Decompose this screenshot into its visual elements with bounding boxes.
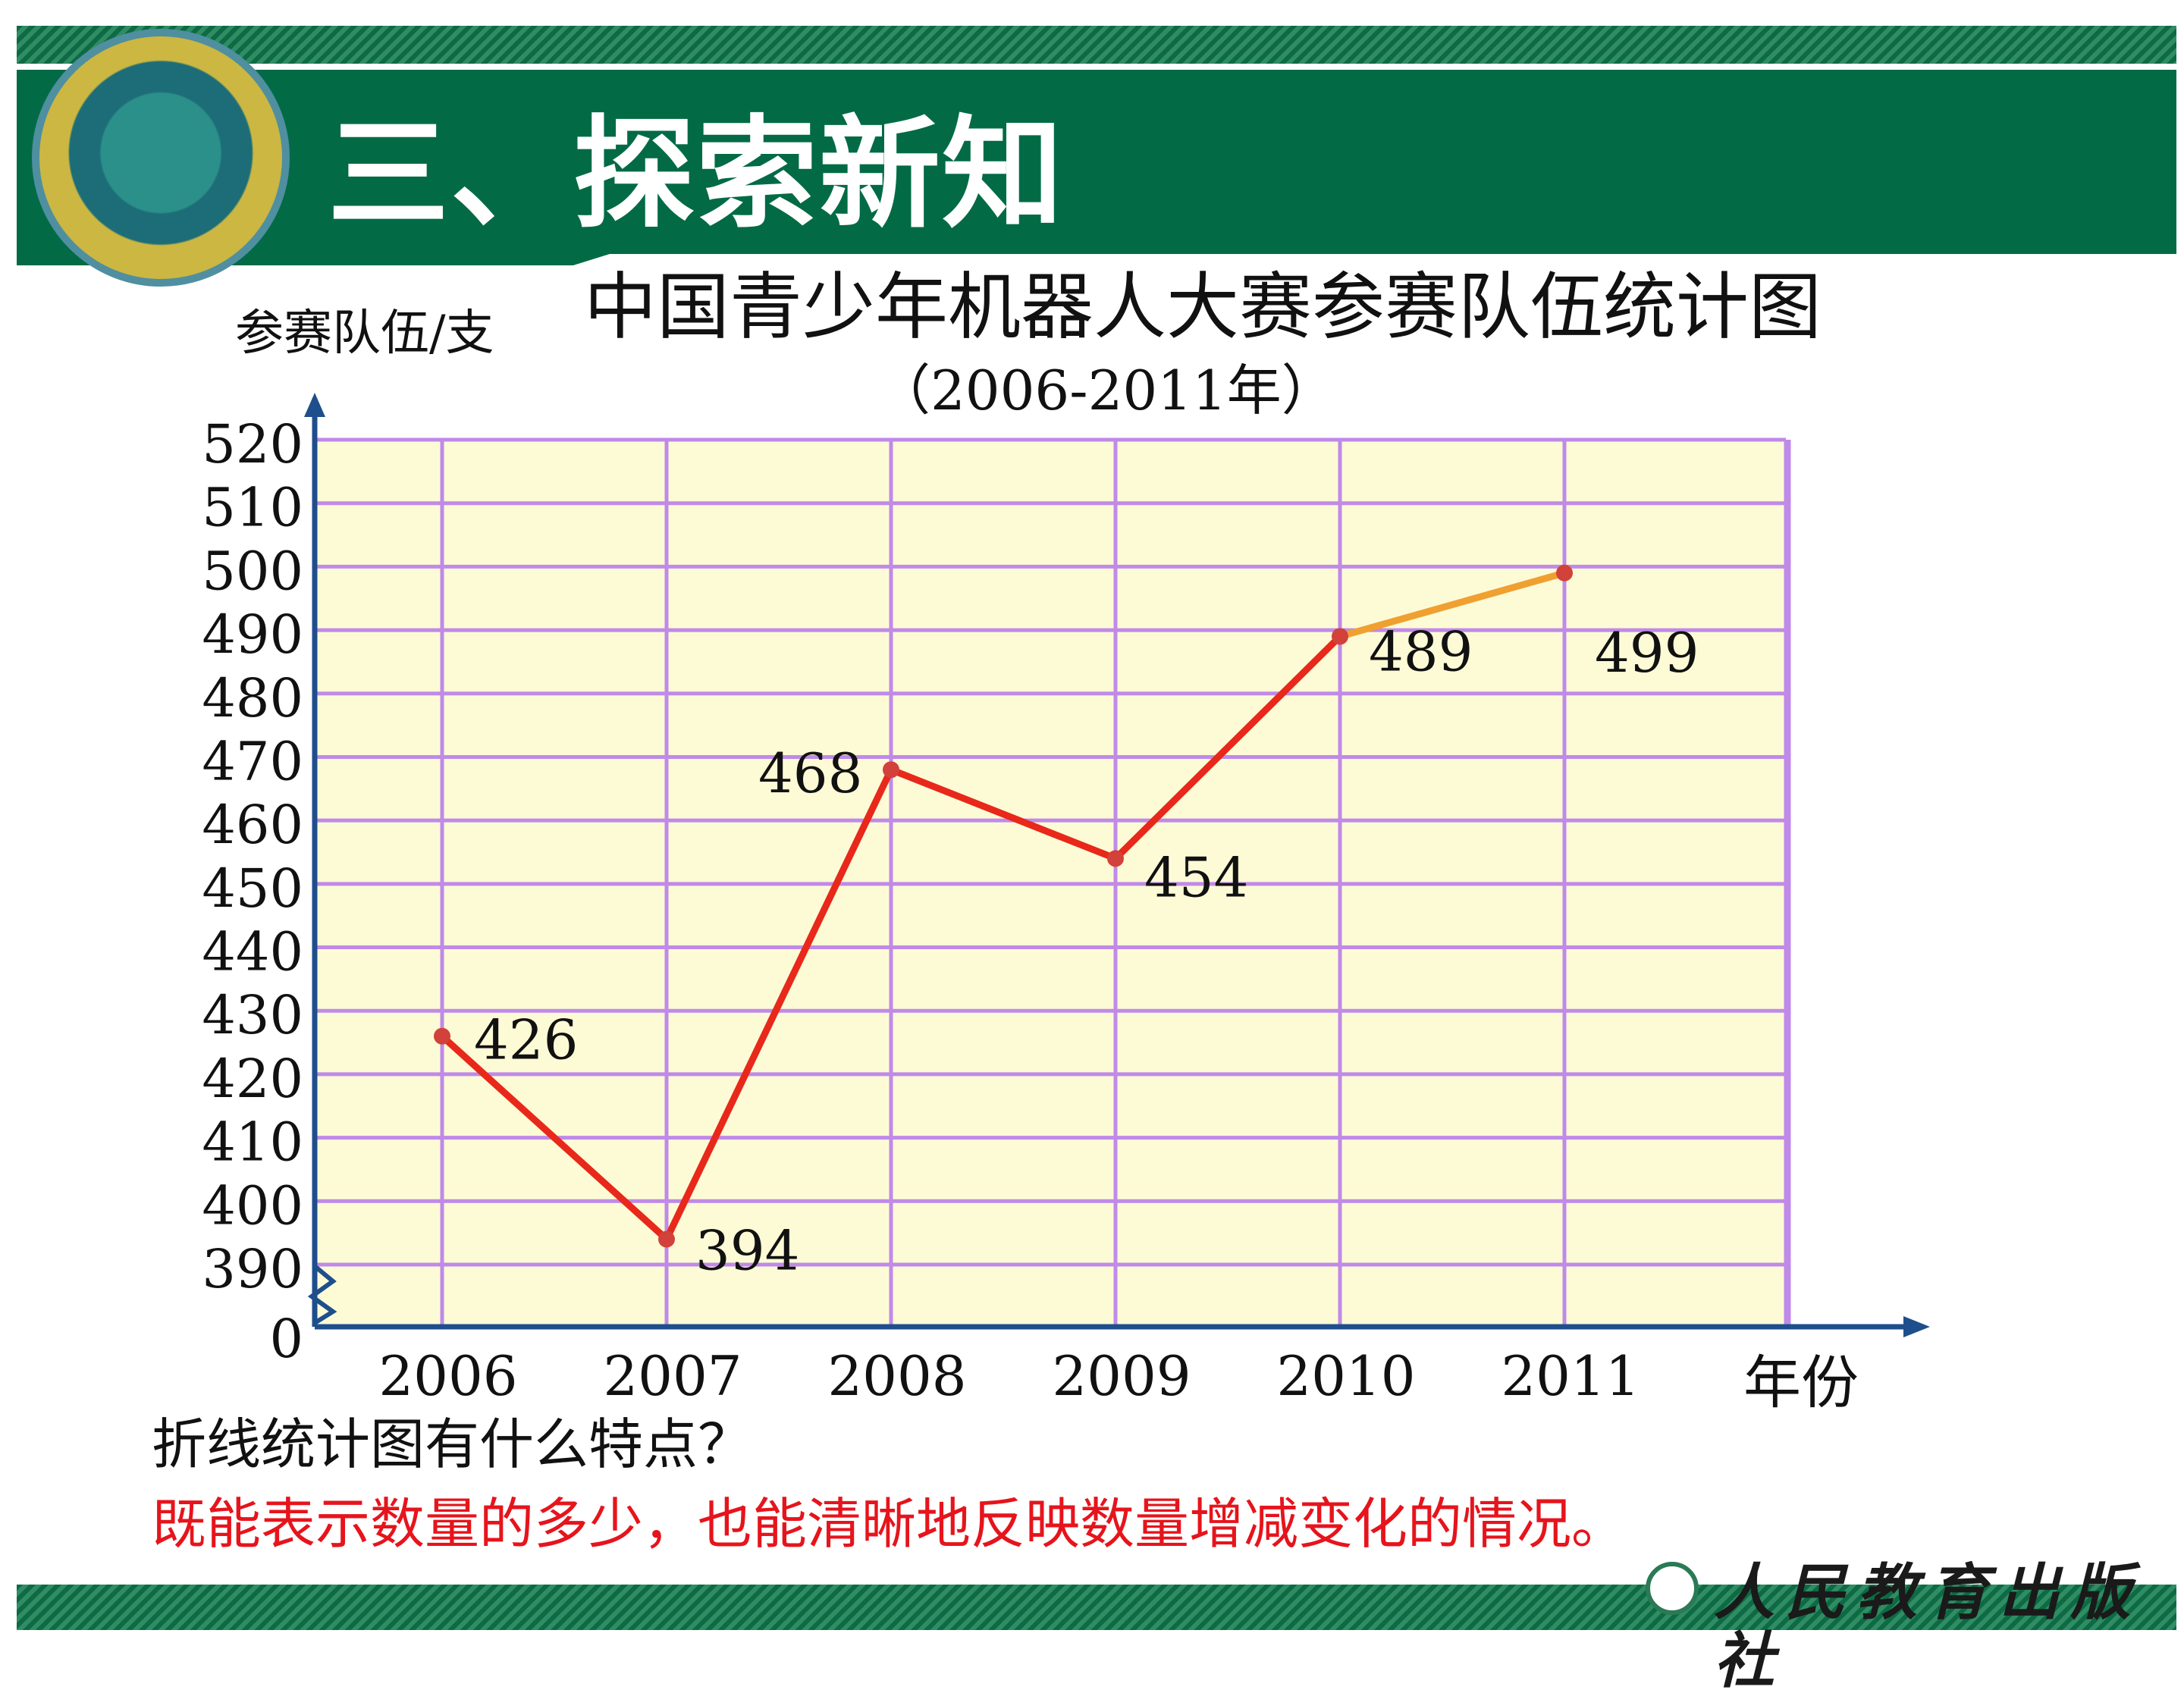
header-band: [17, 70, 2176, 265]
y-tick-label: 0: [269, 1308, 303, 1370]
chart-title: 中国青少年机器人大赛参赛队伍统计图: [584, 265, 1822, 350]
fish-logo-icon: [32, 29, 290, 287]
line-segment: [887, 766, 1119, 862]
data-point: [1332, 628, 1348, 645]
y-tick-label: 450: [202, 857, 303, 920]
x-axis-label: 年份: [1743, 1349, 1859, 1416]
data-point: [1556, 564, 1573, 582]
publisher-name: 人民教育出版社: [1714, 1556, 2142, 1696]
x-tick-label: 2008: [827, 1344, 966, 1408]
y-tick-label: 400: [202, 1174, 303, 1237]
y-tick-label: 430: [202, 984, 303, 1046]
answer-text: 既能表示数量的多少，也能清晰地反映数量增减变化的情况。: [152, 1492, 1627, 1556]
data-point: [434, 1027, 450, 1045]
x-tick-label: 2007: [603, 1344, 742, 1408]
data-label: 468: [758, 741, 862, 805]
question-text: 折线统计图有什么特点？: [152, 1412, 753, 1476]
y-tick-label: 490: [202, 603, 303, 666]
data-label: 499: [1595, 621, 1699, 685]
data-label: 454: [1144, 845, 1248, 909]
header-notch: [561, 254, 2176, 269]
x-tick-label: 2006: [378, 1344, 517, 1408]
slide: 三、探索新知 中国青少年机器人大赛参赛队伍统计图 （2006-2011年） 参赛…: [17, 26, 2176, 1694]
data-label: 394: [695, 1219, 799, 1283]
data-label: 489: [1369, 619, 1473, 683]
line-segment: [438, 1033, 670, 1243]
y-tick-label: 410: [202, 1111, 303, 1174]
data-point: [1107, 850, 1124, 867]
x-tick-label: 2009: [1052, 1344, 1191, 1408]
line-segment: [1112, 632, 1344, 862]
y-tick-label: 460: [202, 794, 303, 856]
publisher-logo-icon: [1646, 1562, 1699, 1615]
line-segment: [663, 766, 895, 1243]
header-stripe: [17, 26, 2176, 64]
line-chart: 0 390400410420430440450460470480490500510…: [202, 393, 1930, 1416]
page-title: 三、探索新知: [328, 103, 1065, 245]
x-tick-label: 2011: [1501, 1344, 1640, 1408]
y-tick-label: 520: [202, 413, 303, 475]
y-tick-label: 470: [202, 730, 303, 792]
data-point: [883, 761, 899, 779]
y-axis-arrow: [304, 393, 325, 417]
y-tick-label: 500: [202, 540, 303, 602]
y-tick-label: 390: [202, 1238, 303, 1300]
y-tick-label: 420: [202, 1048, 303, 1110]
x-axis-arrow: [1903, 1316, 1930, 1337]
x-tick-label: 2010: [1276, 1344, 1415, 1408]
y-tick-label: 440: [202, 921, 303, 983]
data-label: 426: [474, 1008, 578, 1072]
axis-break-icon: [307, 1264, 337, 1325]
y-tick-label: 510: [202, 477, 303, 539]
chart-subtitle: （2006-2011年）: [876, 359, 1336, 422]
line-segment: [1336, 569, 1568, 640]
footer-stripe: [17, 1585, 2176, 1630]
y-axis-label: 参赛队伍/支: [235, 306, 494, 362]
y-tick-label: 480: [202, 667, 303, 729]
data-point: [658, 1230, 675, 1248]
